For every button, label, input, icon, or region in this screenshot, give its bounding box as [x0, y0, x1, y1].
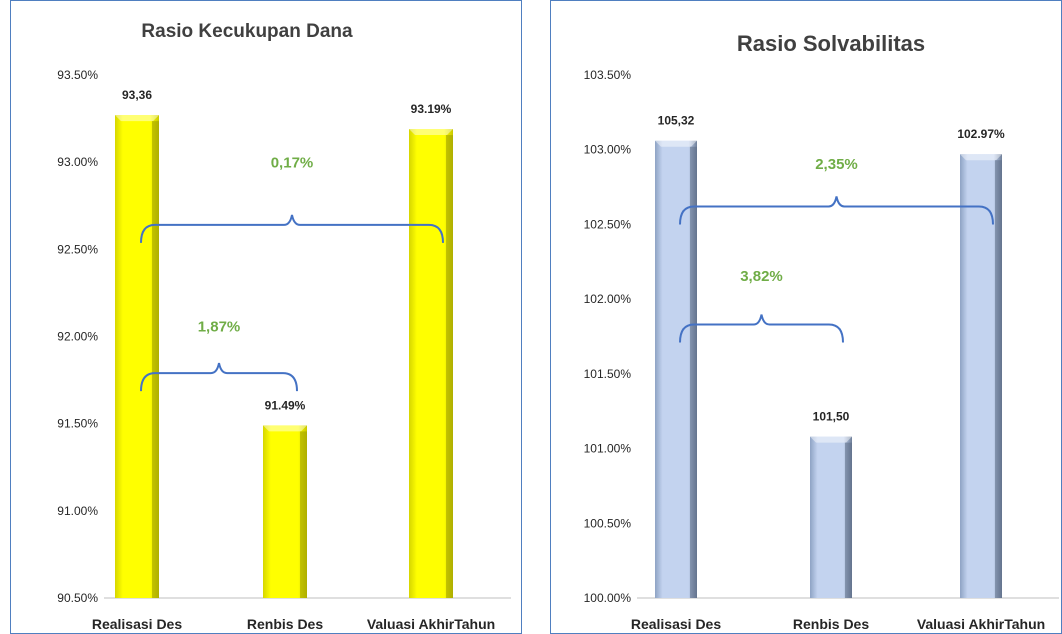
y-tick-label: 93.50%	[57, 68, 98, 82]
x-category-label: Realisasi Des	[92, 616, 182, 632]
y-tick-label: 101.00%	[584, 442, 632, 456]
bar-bevel	[960, 154, 1002, 161]
chart-title: Rasio Solvabilitas	[737, 31, 925, 56]
brace-annotation	[140, 214, 444, 243]
chart-kecukupan-dana: Rasio Kecukupan Dana 90.50% 91.00% 91.50% 9…	[57, 21, 511, 632]
chart-panel-kecukupan-dana: Rasio Kecukupan Dana 90.50% 91.00% 91.50% 9…	[10, 0, 522, 634]
bar-shade	[690, 146, 697, 598]
bar	[655, 140, 697, 598]
difference-label: 0,17%	[271, 154, 314, 171]
x-category-label: Realisasi Des	[631, 616, 721, 632]
bar-bevel	[115, 115, 159, 122]
y-tick-label: 93.00%	[57, 155, 98, 169]
bar-bevel	[409, 129, 453, 136]
x-category-label: Valuasi AkhirTahun	[367, 616, 495, 632]
data-label: 91.49%	[265, 398, 306, 412]
y-tick-label: 92.00%	[57, 330, 98, 344]
y-tick-label: 103.50%	[584, 68, 632, 82]
y-tick-label: 90.50%	[57, 591, 98, 605]
bar	[409, 129, 453, 598]
bar-shade	[300, 431, 307, 598]
bar-bevel	[263, 425, 307, 432]
y-tick-label: 103.00%	[584, 143, 632, 157]
y-tick-label: 100.50%	[584, 516, 632, 530]
y-tick-label: 92.50%	[57, 242, 98, 256]
y-tick-label: 91.50%	[57, 417, 98, 431]
bar	[810, 436, 852, 598]
bar-body	[263, 425, 307, 598]
chart-panel-solvabilitas: Rasio Solvabilitas 100.00% 100.50% 101.00%…	[550, 0, 1062, 634]
difference-label: 1,87%	[198, 318, 241, 335]
bar-shade	[152, 121, 159, 598]
data-label: 102.97%	[957, 127, 1005, 141]
data-label: 93,36	[122, 88, 152, 102]
bar-bevel	[810, 436, 852, 443]
bar-body	[409, 129, 453, 598]
data-label: 101,50	[813, 410, 850, 424]
x-category-label: Renbis Des	[793, 616, 869, 632]
bar-body	[115, 115, 159, 598]
bar	[263, 425, 307, 598]
brace-annotation	[679, 314, 844, 343]
bar	[960, 154, 1002, 598]
brace-annotation	[679, 196, 994, 225]
x-category-label: Renbis Des	[247, 616, 323, 632]
y-tick-label: 102.50%	[584, 217, 632, 231]
difference-label: 3,82%	[740, 268, 783, 285]
bar-shade	[446, 135, 453, 598]
bar-shade	[995, 160, 1002, 598]
y-tick-label: 102.00%	[584, 292, 632, 306]
bar-bevel	[655, 140, 697, 147]
data-label: 93.19%	[411, 102, 452, 116]
x-category-label: Valuasi AkhirTahun	[917, 616, 1045, 632]
brace-annotation	[140, 362, 298, 392]
bar	[115, 115, 159, 598]
chart-title: Rasio Kecukupan Dana	[141, 21, 353, 42]
y-tick-label: 100.00%	[584, 591, 632, 605]
data-label: 105,32	[658, 114, 695, 128]
y-tick-label: 101.50%	[584, 367, 632, 381]
chart-solvabilitas: Rasio Solvabilitas 100.00% 100.50% 101.00%…	[584, 31, 1059, 632]
difference-label: 2,35%	[815, 156, 858, 173]
y-tick-label: 91.00%	[57, 504, 98, 518]
bar-shade	[845, 442, 852, 598]
